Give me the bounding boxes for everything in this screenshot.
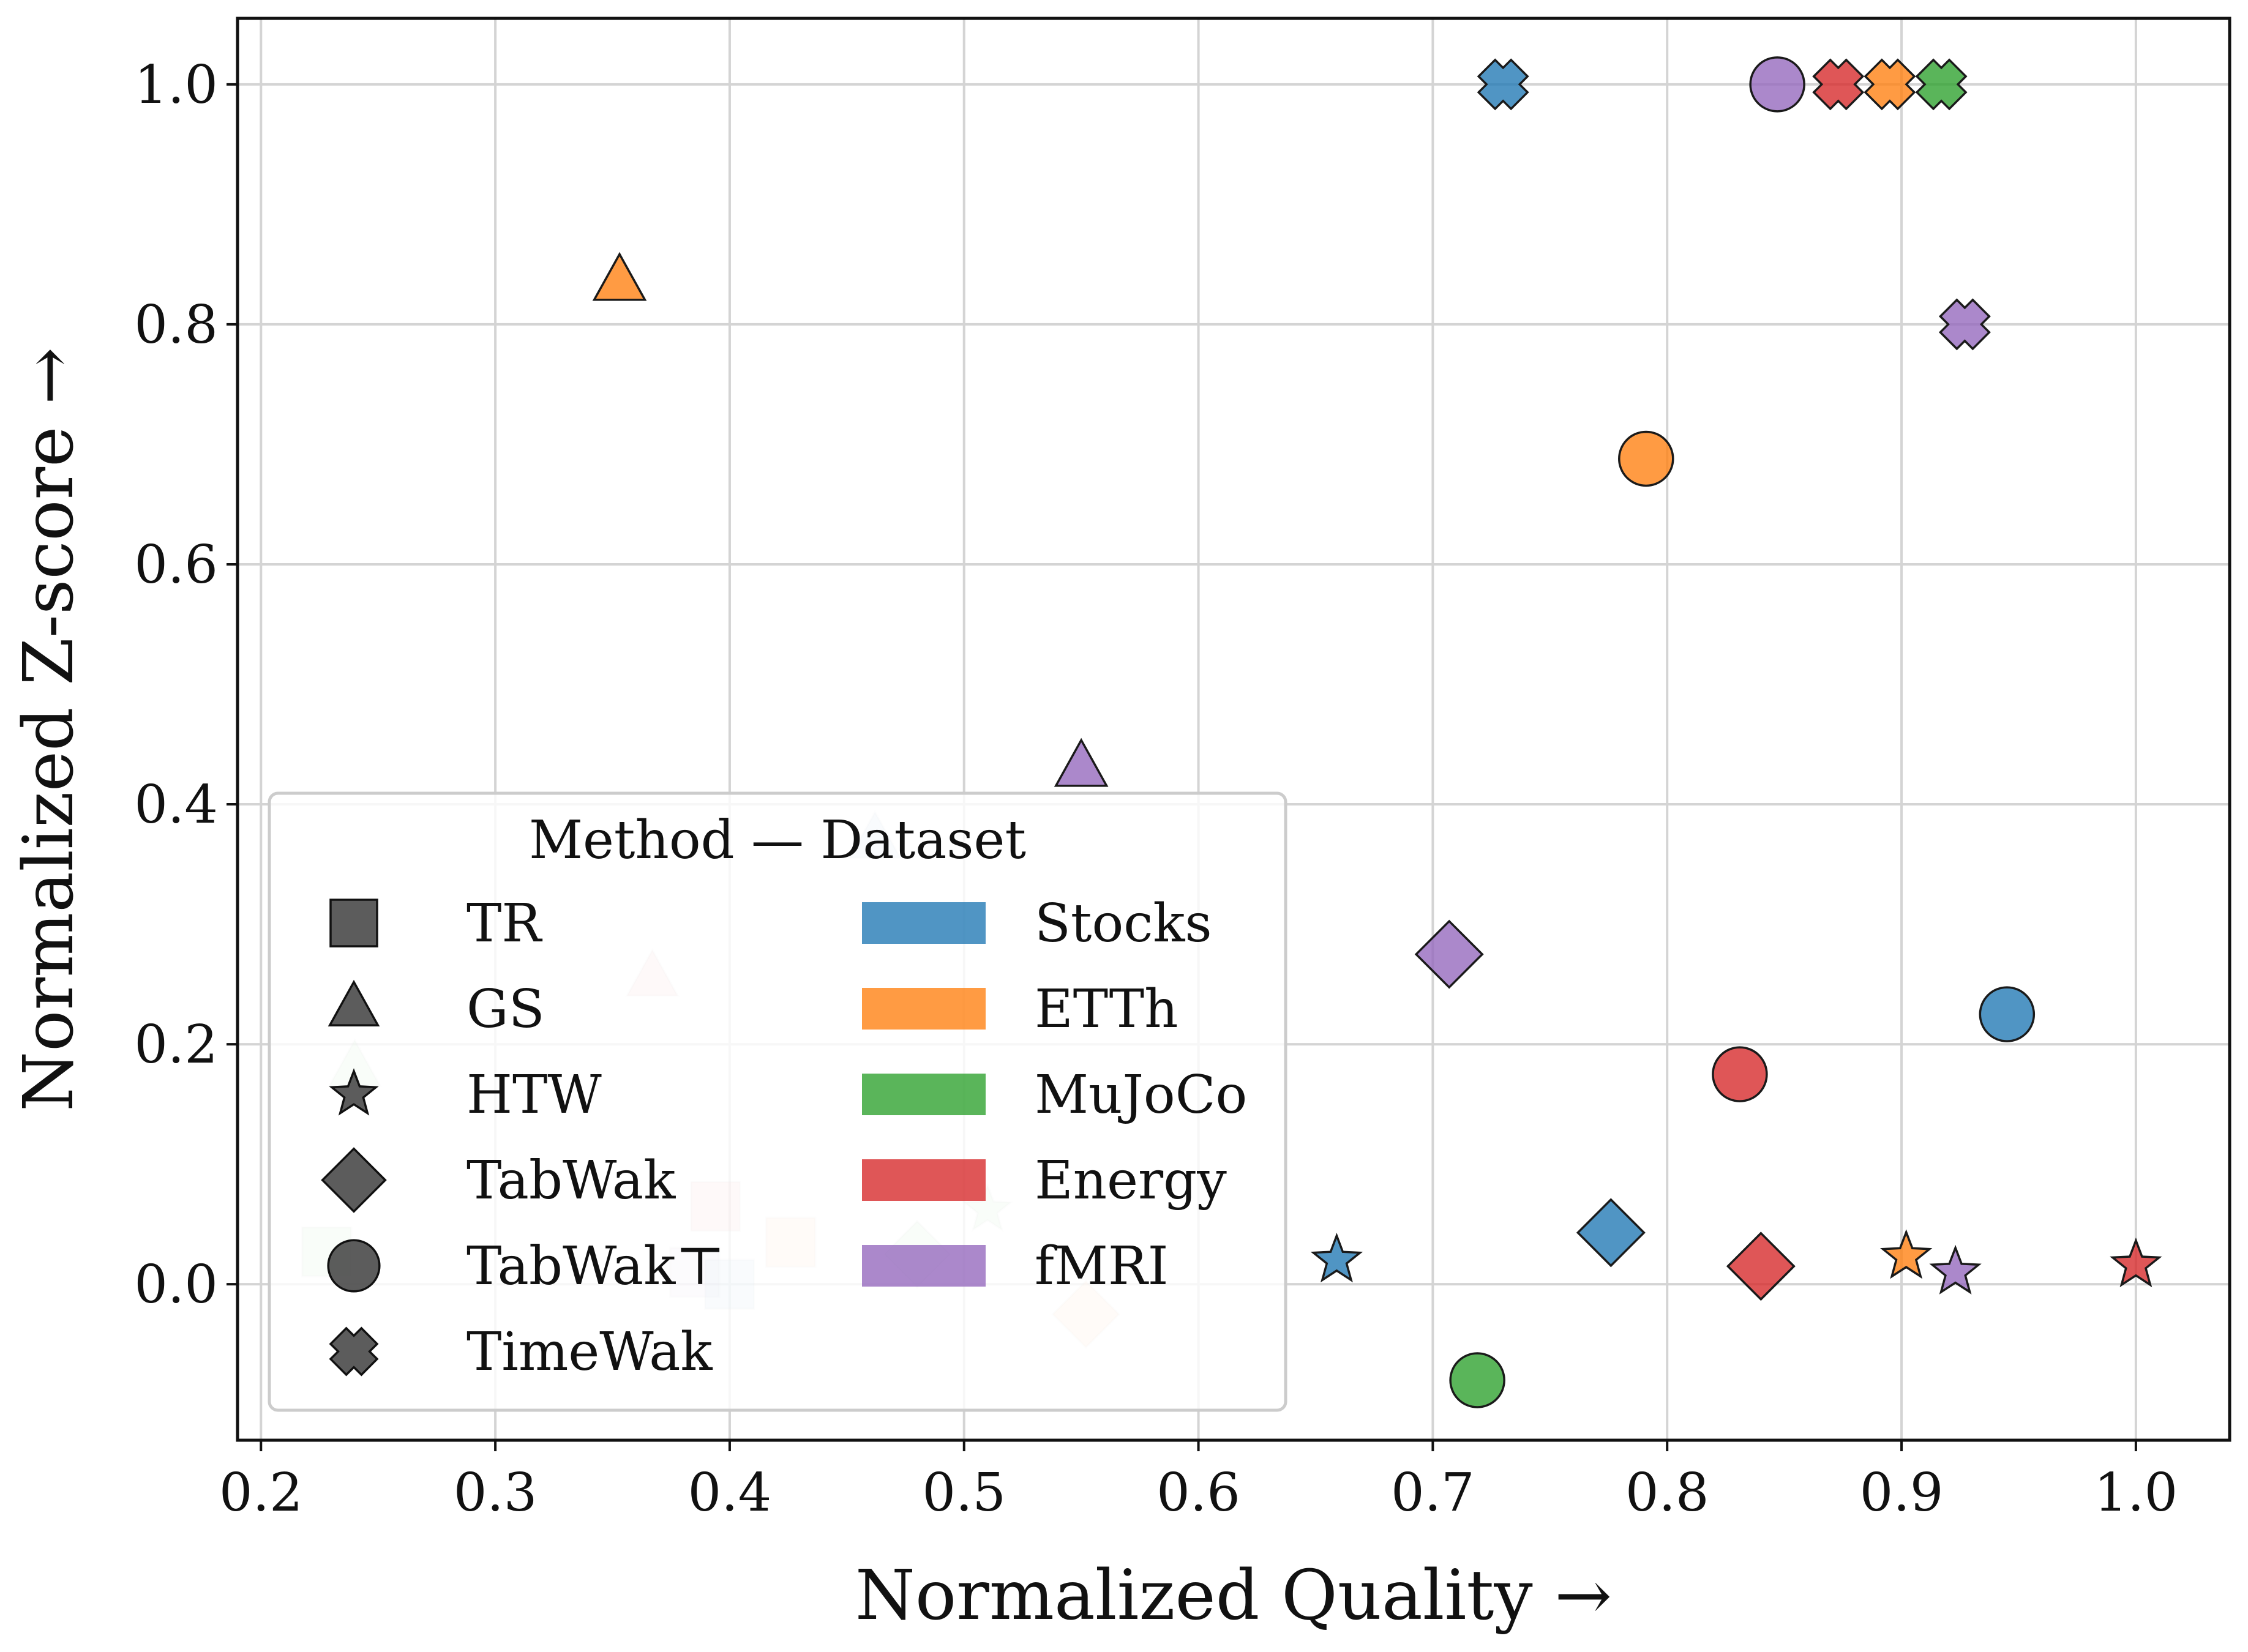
timewak-energy-point — [1812, 58, 1865, 111]
x-tick-label: 0.3 — [454, 1462, 538, 1523]
legend: Method — Dataset TR GS HTW TabWak TabWak⊤ Tim… — [268, 791, 1287, 1412]
plot-frame — [236, 17, 2231, 1442]
y-tick-label: 0.4 — [134, 774, 218, 835]
legend-method-label: TabWak — [466, 1150, 676, 1211]
timewak-fmri-point — [1938, 298, 1991, 351]
x-tick-label: 0.7 — [1391, 1462, 1475, 1523]
legend-dataset-label: ETTh — [1035, 979, 1178, 1040]
htw-energy-point — [2110, 1237, 2162, 1288]
legend-tabwak-icon — [327, 1239, 381, 1293]
legend-title: Method — Dataset — [529, 810, 1026, 871]
axis-ticks: 0.2 0.3 0.4 0.5 0.6 0.7 0.8 0.9 1.0 0.0 0.2 0.4 0.6 0… — [134, 54, 2178, 1523]
tabwak-stocks-point — [1979, 986, 2036, 1042]
y-tick-label: 0.6 — [134, 534, 218, 596]
legend-box — [268, 791, 1287, 1412]
x-tick-label: 0.5 — [922, 1462, 1006, 1523]
legend-method-label: HTW — [466, 1064, 602, 1126]
tabwak-etth-point — [1618, 430, 1674, 487]
x-tick-label: 0.9 — [1860, 1462, 1944, 1523]
legend-etth-swatch — [862, 988, 986, 1030]
legend-method-label: TabWak⊤ — [466, 1236, 725, 1297]
legend-fmri-swatch — [862, 1245, 986, 1287]
legend-gs-icon — [328, 979, 380, 1026]
legend-method-label: TimeWak — [466, 1321, 713, 1383]
legend-tr-icon — [329, 899, 378, 947]
legend-dataset-label: fMRI — [1035, 1236, 1169, 1297]
legend-dataset-label: Stocks — [1035, 893, 1212, 954]
legend-dataset-label: MuJoCo — [1035, 1064, 1247, 1126]
x-axis-title: Normalized Quality → — [855, 1556, 1612, 1635]
x-tick-label: 0.6 — [1156, 1462, 1240, 1523]
legend-timewak-icon — [329, 1326, 379, 1377]
x-tick-label: 0.8 — [1625, 1462, 1709, 1523]
tabwak-mujoco-point — [1449, 1352, 1505, 1408]
y-axis-title: Normalized Z-score → — [9, 347, 89, 1112]
timewak-etth-point — [1864, 58, 1916, 111]
y-tick-label: 0.8 — [134, 294, 218, 356]
legend-method-label: TR — [466, 893, 542, 954]
htw-etth-point — [1880, 1229, 1933, 1279]
legend-methods: TR GS HTW TabWak TabWak⊤ TimeWak — [321, 893, 725, 1383]
x-tick-label: 0.4 — [688, 1462, 772, 1523]
timewak-mujoco-point — [1915, 58, 1968, 111]
y-tick-label: 1.0 — [134, 54, 218, 116]
legend-method-label: GS — [466, 979, 545, 1040]
y-tick-label: 0.0 — [134, 1254, 218, 1315]
legend-energy-swatch — [862, 1159, 986, 1201]
x-tick-label: 0.2 — [219, 1462, 303, 1523]
htw-stocks-point — [1310, 1232, 1363, 1283]
tabwak-fmri-point — [1414, 919, 1484, 989]
tabwak-stocks-point — [1576, 1198, 1646, 1268]
legend-datasets: Stocks ETTh MuJoCo Energy fMRI — [862, 893, 1247, 1297]
tabwak-energy-point — [1726, 1232, 1796, 1301]
gs-etth-point — [592, 252, 647, 301]
tabwak-energy-point — [1712, 1046, 1768, 1102]
legend-htw-icon — [329, 1068, 379, 1116]
y-tick-label: 0.2 — [134, 1014, 218, 1075]
htw-fmri-point — [1929, 1244, 1982, 1295]
legend-tabwak-icon — [321, 1147, 387, 1213]
legend-stocks-swatch — [862, 902, 986, 944]
legend-mujoco-swatch — [862, 1074, 986, 1115]
legend-dataset-label: Energy — [1035, 1150, 1227, 1211]
gs-fmri-point — [1054, 738, 1109, 787]
timewak-stocks-point — [1477, 58, 1529, 111]
x-tick-label: 1.0 — [2094, 1462, 2178, 1523]
tabwak-fmri-point — [1749, 56, 1805, 113]
